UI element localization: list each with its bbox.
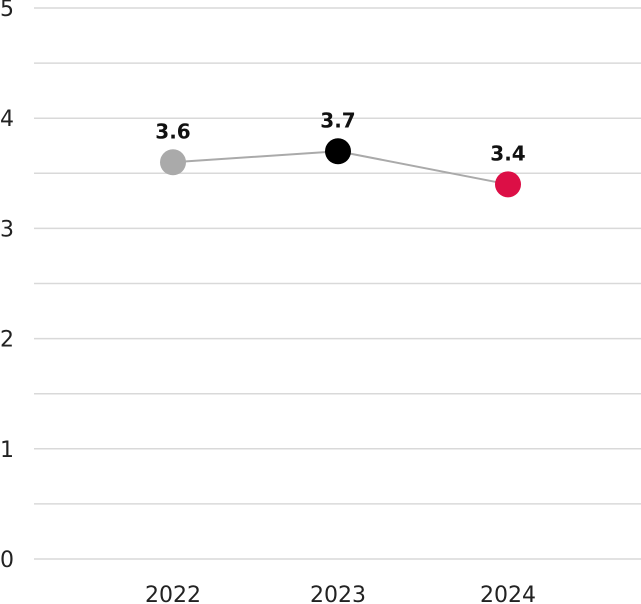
y-tick-label: 5 bbox=[0, 0, 14, 22]
data-labels: 3.6 3.7 3.4 bbox=[155, 108, 525, 165]
data-point bbox=[495, 171, 521, 198]
y-tick-label: 2 bbox=[0, 328, 14, 353]
y-axis-ticks: 0 1 2 3 4 5 bbox=[0, 0, 14, 573]
y-tick-label: 0 bbox=[0, 548, 14, 573]
y-tick-label: 3 bbox=[0, 217, 14, 242]
data-label: 3.6 bbox=[155, 119, 190, 143]
y-tick-label: 1 bbox=[0, 438, 14, 463]
x-axis-ticks: 2022 2023 2024 bbox=[145, 583, 536, 604]
x-tick-label: 2022 bbox=[145, 583, 201, 604]
data-label: 3.7 bbox=[320, 108, 355, 132]
data-label: 3.4 bbox=[490, 141, 525, 165]
data-point bbox=[325, 138, 351, 165]
data-points bbox=[160, 138, 521, 198]
grid-lines bbox=[34, 7, 641, 560]
y-tick-label: 4 bbox=[0, 107, 14, 132]
x-tick-label: 2023 bbox=[310, 583, 366, 604]
x-tick-label: 2024 bbox=[480, 583, 536, 604]
data-point bbox=[160, 149, 186, 176]
